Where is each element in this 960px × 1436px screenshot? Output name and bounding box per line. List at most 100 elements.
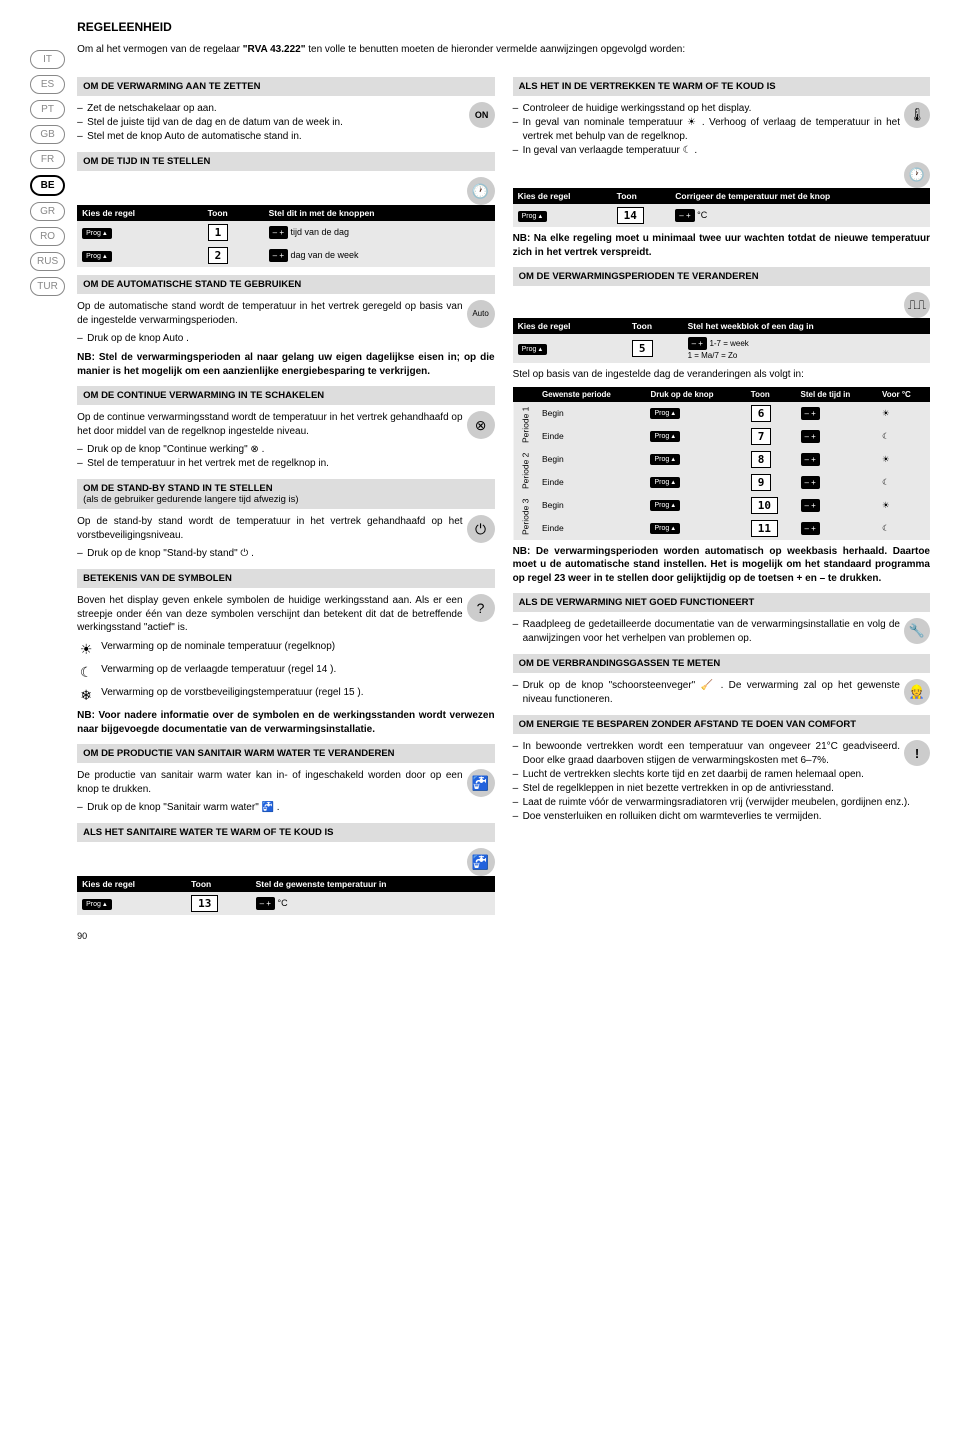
plusminus-button: – +	[269, 226, 288, 239]
list-item: Druk op de knop "schoorsteenveger" 🧹 . D…	[513, 679, 930, 707]
plusminus-button: – +	[801, 499, 820, 512]
prog-button: Prog	[82, 228, 112, 239]
page-title: REGELEENHEID	[77, 20, 930, 34]
plusminus-button: – +	[801, 453, 820, 466]
plusminus-button: – +	[801, 430, 820, 443]
list-item: In geval van verlaagde temperatuur ☾ .	[513, 144, 930, 158]
segment-display: 1	[208, 224, 229, 241]
list-item: Lucht de vertrekken slechts korte tijd e…	[513, 768, 930, 782]
lang-pill-fr[interactable]: FR	[30, 150, 65, 169]
list-item: Raadpleeg de gedetailleerde documentatie…	[513, 618, 930, 646]
language-sidebar: IT ES PT GB FR BE GR RO RUS TUR	[30, 20, 65, 941]
section-header: OM DE CONTINUE VERWARMING IN TE SCHAKELE…	[77, 386, 494, 405]
paragraph: 🚰 De productie van sanitair warm water k…	[77, 769, 494, 796]
section-header: OM DE STAND-BY STAND IN TE STELLEN (als …	[77, 479, 494, 509]
lang-pill-ro[interactable]: RO	[30, 227, 65, 246]
plusminus-button: – +	[801, 407, 820, 420]
period-table: Gewenste periode Druk op de knop Toon St…	[513, 387, 930, 540]
prog-button: Prog	[518, 344, 548, 355]
segment-display: 9	[751, 474, 772, 491]
clock-icon: 🕐	[467, 177, 495, 205]
period-label: Einde	[538, 471, 647, 494]
period-label: Begin	[538, 448, 647, 471]
symbol-definition: ☾Verwarming op de verlaagde temperatuur …	[77, 663, 494, 681]
dhw-table: Kies de regelToonStel de gewenste temper…	[77, 876, 494, 915]
period-mode-icon: ☀	[878, 448, 930, 471]
lang-pill-gr[interactable]: GR	[30, 202, 65, 221]
list-item: Druk op de knop Auto .	[77, 332, 494, 346]
period-mode-icon: ☾	[878, 425, 930, 448]
tap-icon: 🚰	[467, 769, 495, 797]
segment-display: 14	[617, 207, 644, 224]
right-column: ALS HET IN DE VERTREKKEN TE WARM OF TE K…	[513, 69, 930, 919]
list-item: Controleer de huidige werkingsstand op h…	[513, 102, 930, 116]
section-header: ALS DE VERWARMING NIET GOED FUNCTIONEERT	[513, 593, 930, 612]
list-item: Laat de ruimte vóór de verwarmingsradiat…	[513, 796, 930, 810]
prog-button: Prog	[650, 523, 680, 534]
period-label: Einde	[538, 425, 647, 448]
period-label: Einde	[538, 517, 647, 540]
clock-icon: 🕐	[904, 162, 930, 188]
question-icon: ?	[467, 594, 495, 622]
plusminus-button: – +	[688, 337, 707, 350]
period-label: Begin	[538, 494, 647, 517]
list-item: In geval van nominale temperatuur ☀ . Ve…	[513, 116, 930, 144]
list-item: Stel de regelkleppen in niet bezette ver…	[513, 782, 930, 796]
list-item: Stel de temperatuur in het vertrek met d…	[77, 457, 494, 471]
segment-display: 5	[632, 340, 653, 357]
prog-button: Prog	[650, 408, 680, 419]
segment-display: 7	[751, 428, 772, 445]
time-table: Kies de regelToonStel dit in met de knop…	[77, 205, 494, 267]
temp-table: Kies de regelToonCorrigeer de temperatuu…	[513, 188, 930, 227]
section-header: OM DE VERWARMING AAN TE ZETTEN	[77, 77, 494, 96]
symbol-icon: ❄	[77, 686, 95, 704]
period-group-label: Periode 1	[513, 402, 538, 448]
plusminus-button: – +	[801, 522, 820, 535]
segment-display: 8	[751, 451, 772, 468]
week-table: Kies de regelToonStel het weekblok of ee…	[513, 318, 930, 363]
period-mode-icon: ☾	[878, 471, 930, 494]
section-header: OM ENERGIE TE BESPAREN ZONDER AFSTAND TE…	[513, 715, 930, 734]
period-group-label: Periode 2	[513, 448, 538, 494]
paragraph: ⊗ Op de continue verwarmingsstand wordt …	[77, 411, 494, 438]
symbol-icon: ☾	[77, 663, 95, 681]
pulse-icon: ⎍⎍	[904, 292, 930, 318]
prog-button: Prog	[82, 899, 112, 910]
note: NB: Na elke regeling moet u minimaal twe…	[513, 232, 930, 259]
segment-display: 2	[208, 247, 229, 264]
lang-pill-be[interactable]: BE	[30, 175, 65, 196]
segment-display: 10	[751, 497, 778, 514]
section-header: ALS HET SANITAIRE WATER TE WARM OF TE KO…	[77, 823, 494, 842]
lang-pill-pt[interactable]: PT	[30, 100, 65, 119]
section-header: OM DE PRODUCTIE VAN SANITAIR WARM WATER …	[77, 744, 494, 763]
paragraph: Auto Op de automatische stand wordt de t…	[77, 300, 494, 327]
lang-pill-it[interactable]: IT	[30, 50, 65, 69]
plusminus-button: – +	[675, 209, 694, 222]
paragraph: ⏻ Op de stand-by stand wordt de temperat…	[77, 515, 494, 542]
paragraph: Stel op basis van de ingestelde dag de v…	[513, 368, 930, 382]
lang-pill-tur[interactable]: TUR	[30, 277, 65, 296]
list-item: Doe vensterluiken en rolluiken dicht om …	[513, 810, 930, 824]
prog-button: Prog	[650, 500, 680, 511]
prog-button: Prog	[82, 251, 112, 262]
tap-icon: 🚰	[467, 848, 495, 876]
period-label: Begin	[538, 402, 647, 425]
period-mode-icon: ☀	[878, 494, 930, 517]
list-item: Druk op de knop "Continue werking" ⊗ .	[77, 443, 494, 457]
lang-pill-gb[interactable]: GB	[30, 125, 65, 144]
list-item: Druk op de knop "Sanitair warm water" 🚰 …	[77, 801, 494, 815]
symbol-definition: ☀Verwarming op de nominale temperatuur (…	[77, 640, 494, 658]
page-number: 90	[77, 931, 930, 941]
plusminus-button: – +	[269, 249, 288, 262]
prog-button: Prog	[650, 477, 680, 488]
lang-pill-es[interactable]: ES	[30, 75, 65, 94]
note: NB: De verwarmingsperioden worden automa…	[513, 545, 930, 586]
list-item: In bewoonde vertrekken wordt een tempera…	[513, 740, 930, 768]
list-item: Zet de netschakelaar op aan.	[77, 102, 494, 116]
segment-display: 13	[191, 895, 218, 912]
auto-icon: Auto	[467, 300, 495, 328]
section-header: BETEKENIS VAN DE SYMBOLEN	[77, 569, 494, 588]
plusminus-button: – +	[801, 476, 820, 489]
prog-button: Prog	[518, 211, 548, 222]
lang-pill-rus[interactable]: RUS	[30, 252, 65, 271]
